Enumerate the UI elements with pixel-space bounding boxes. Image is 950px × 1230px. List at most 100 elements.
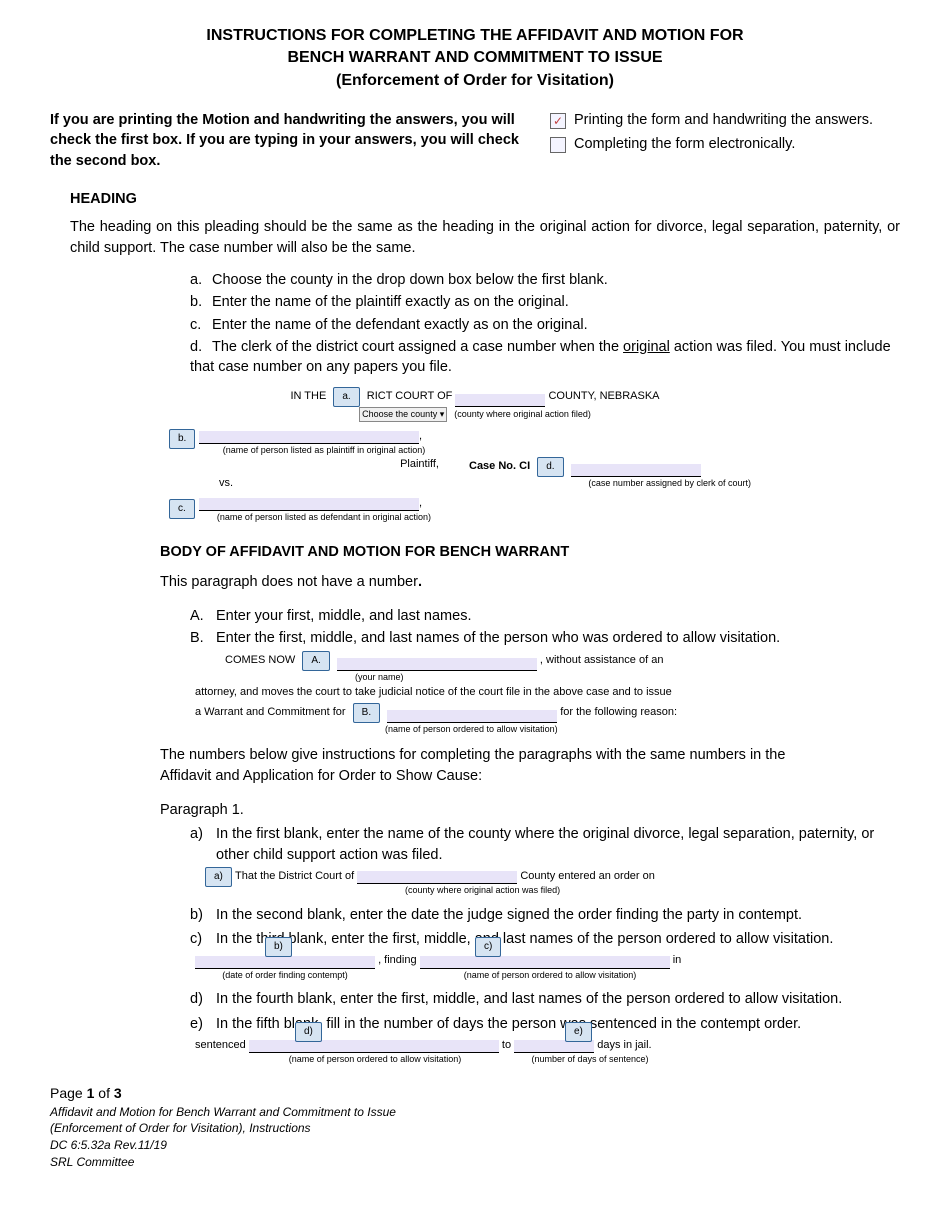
item-text: The clerk of the district court assigned… — [190, 339, 891, 375]
warrant-commitment: a Warrant and Commitment for — [195, 706, 346, 718]
figure-body-form: COMES NOW A. , without assistance of an … — [195, 651, 755, 736]
callout-d: d. — [537, 457, 563, 477]
instructions-paragraph: The numbers below give instructions for … — [160, 745, 790, 786]
heading-section-label: HEADING — [70, 189, 900, 209]
heading-paragraph: The heading on this pleading should be t… — [70, 217, 900, 258]
person-caption-3: (name of person ordered to allow visitat… — [250, 1053, 500, 1066]
item-text: In the third blank, enter the first, mid… — [216, 929, 900, 949]
county-dropdown-caption: (county where original action filed) — [454, 409, 591, 419]
in-label: in — [673, 954, 682, 966]
date-blank[interactable] — [195, 956, 375, 969]
person-name-blank-3[interactable] — [249, 1040, 499, 1053]
item-text: Enter the first, middle, and last names … — [216, 628, 780, 648]
figure-line-bc: b) c) , finding in (date of order findin… — [195, 953, 755, 981]
checkbox-electronic-label: Completing the form electronically. — [574, 134, 795, 154]
item-letter: a. — [190, 270, 212, 290]
body-list: A.Enter your first, middle, and last nam… — [190, 606, 900, 649]
page-number: Page 1 of 3 — [50, 1084, 900, 1104]
checkbox-printing[interactable] — [550, 113, 566, 129]
list-item: a)In the first blank, enter the name of … — [190, 824, 900, 865]
comes-now: COMES NOW — [225, 654, 295, 666]
item-letter: e) — [190, 1014, 216, 1034]
fig1-header-post: COUNTY, NEBRASKA — [548, 390, 659, 402]
callout-c: c. — [169, 499, 195, 519]
item-text: Enter your first, middle, and last names… — [216, 606, 471, 626]
defendant-caption: (name of person listed as defendant in o… — [199, 511, 449, 524]
county-blank-2[interactable] — [357, 871, 517, 884]
following-reason: for the following reason: — [560, 706, 677, 718]
item-text: In the fourth blank, enter the first, mi… — [216, 989, 900, 1009]
title-line-3: (Enforcement of Order for Visitation) — [50, 70, 900, 92]
title-line-1: INSTRUCTIONS FOR COMPLETING THE AFFIDAVI… — [50, 25, 900, 47]
item-text: In the first blank, enter the name of th… — [216, 824, 900, 865]
paragraph-1-label: Paragraph 1. — [160, 800, 900, 820]
county-caption-2: (county where original action was filed) — [235, 884, 755, 897]
fig2-line2: attorney, and moves the court to take ju… — [195, 685, 755, 700]
list-item: B.Enter the first, middle, and last name… — [190, 628, 900, 648]
days-blank[interactable] — [514, 1040, 594, 1053]
item-text: In the second blank, enter the date the … — [216, 905, 900, 925]
body-section-head: BODY OF AFFIDAVIT AND MOTION FOR BENCH W… — [160, 542, 900, 562]
finding-label: , finding — [378, 954, 417, 966]
date-caption: (date of order finding contempt) — [195, 969, 375, 982]
callout-a: a. — [333, 387, 359, 407]
list-item: A.Enter your first, middle, and last nam… — [190, 606, 900, 626]
county-dropdown[interactable]: Choose the county ▾ — [359, 407, 447, 422]
your-name-blank[interactable] — [337, 658, 537, 671]
item-letter: B. — [190, 628, 216, 648]
item-letter: b) — [190, 905, 216, 925]
defendant-blank[interactable] — [199, 498, 419, 511]
person-name-caption: (name of person ordered to allow visitat… — [195, 723, 755, 736]
item-text: Enter the name of the defendant exactly … — [212, 317, 588, 333]
footer-meta-4: SRL Committee — [50, 1154, 900, 1171]
footer-meta-1: Affidavit and Motion for Bench Warrant a… — [50, 1104, 900, 1121]
district-court-of: That the District Court of — [235, 870, 354, 882]
list-item: d)In the fourth blank, enter the first, … — [190, 989, 900, 1009]
paragraph-1-list-b: b)In the second blank, enter the date th… — [190, 905, 900, 950]
title-line-2: BENCH WARRANT AND COMMITMENT TO ISSUE — [50, 47, 900, 69]
body-paragraph: This paragraph does not have a number. — [160, 572, 790, 592]
item-letter: A. — [190, 606, 216, 626]
county-entered-order: County entered an order on — [520, 870, 655, 882]
callout-A: A. — [302, 651, 329, 671]
to-label: to — [502, 1039, 511, 1051]
figure-heading-form: IN THE a. RICT COURT OF COUNTY, NEBRASKA… — [195, 383, 755, 527]
callout-B: B. — [353, 703, 380, 723]
fig1-header-mid: RICT COURT OF — [367, 390, 453, 402]
vs-label: vs. — [219, 476, 449, 491]
intro-instruction: If you are printing the Motion and handw… — [50, 110, 520, 171]
list-item: c)In the third blank, enter the first, m… — [190, 929, 900, 949]
sentenced-label: sentenced — [195, 1039, 246, 1051]
county-blank[interactable] — [455, 394, 545, 407]
plaintiff-blank[interactable] — [199, 431, 419, 444]
item-letter: c. — [190, 315, 212, 335]
fig1-header-pre: IN THE — [290, 390, 326, 402]
list-item: a.Choose the county in the drop down box… — [190, 270, 900, 290]
footer-meta-2: (Enforcement of Order for Visitation), I… — [50, 1120, 900, 1137]
person-name-blank-2[interactable] — [420, 956, 670, 969]
callout-b: b. — [169, 429, 195, 449]
item-letter: c) — [190, 929, 216, 949]
person-name-blank[interactable] — [387, 710, 557, 723]
plaintiff-label: Plaintiff, — [199, 457, 449, 472]
case-no-label: Case No. CI — [469, 460, 530, 472]
callout-a-small: a) — [205, 867, 232, 887]
case-no-blank[interactable] — [571, 464, 701, 477]
item-letter: b. — [190, 292, 212, 312]
callout-d-small: d) — [295, 1022, 322, 1042]
page-footer: Page 1 of 3 Affidavit and Motion for Ben… — [50, 1084, 900, 1171]
person-caption-2: (name of person ordered to allow visitat… — [425, 969, 675, 982]
item-letter: d. — [190, 337, 212, 357]
case-no-caption: (case number assigned by clerk of court) — [469, 477, 751, 490]
item-text: Choose the county in the drop down box b… — [212, 272, 608, 288]
checkbox-row-printing: Printing the form and handwriting the an… — [550, 110, 900, 130]
list-item: c.Enter the name of the defendant exactl… — [190, 315, 900, 335]
paragraph-1-list: a)In the first blank, enter the name of … — [190, 824, 900, 865]
item-letter: d) — [190, 989, 216, 1009]
page-title: INSTRUCTIONS FOR COMPLETING THE AFFIDAVI… — [50, 25, 900, 92]
heading-sublist: a.Choose the county in the drop down box… — [190, 270, 900, 377]
callout-b-small: b) — [265, 937, 292, 957]
checkbox-electronic[interactable] — [550, 137, 566, 153]
list-item: b.Enter the name of the plaintiff exactl… — [190, 292, 900, 312]
list-item: d.The clerk of the district court assign… — [190, 337, 900, 378]
